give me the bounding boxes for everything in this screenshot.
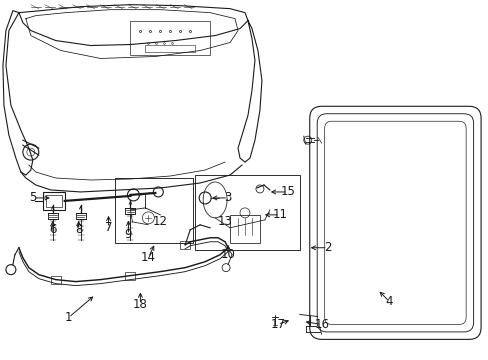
Text: 13: 13 bbox=[217, 215, 232, 228]
Text: 12: 12 bbox=[153, 215, 167, 228]
Text: 8: 8 bbox=[75, 223, 82, 236]
Bar bbox=[195, 175, 299, 250]
Text: 17: 17 bbox=[270, 318, 285, 331]
Bar bbox=[115, 178, 193, 243]
Text: 1: 1 bbox=[65, 311, 72, 324]
Text: 16: 16 bbox=[314, 318, 328, 331]
Bar bbox=[180, 241, 190, 249]
Bar bbox=[229, 215, 260, 243]
Bar bbox=[130, 21, 210, 55]
Bar bbox=[42, 192, 64, 210]
Bar bbox=[46, 195, 61, 207]
Text: 9: 9 bbox=[124, 228, 132, 241]
Bar bbox=[51, 276, 61, 284]
Text: 11: 11 bbox=[272, 208, 287, 221]
Text: 3: 3 bbox=[224, 192, 231, 204]
Bar bbox=[145, 45, 195, 53]
Text: 4: 4 bbox=[385, 295, 392, 308]
Text: 15: 15 bbox=[280, 185, 295, 198]
Text: 2: 2 bbox=[323, 241, 331, 254]
Bar bbox=[125, 272, 135, 280]
Text: 7: 7 bbox=[104, 221, 112, 234]
Text: 5: 5 bbox=[29, 192, 37, 204]
Text: 14: 14 bbox=[141, 251, 156, 264]
Text: 10: 10 bbox=[220, 248, 235, 261]
Text: 18: 18 bbox=[133, 298, 147, 311]
Text: 6: 6 bbox=[49, 223, 57, 236]
